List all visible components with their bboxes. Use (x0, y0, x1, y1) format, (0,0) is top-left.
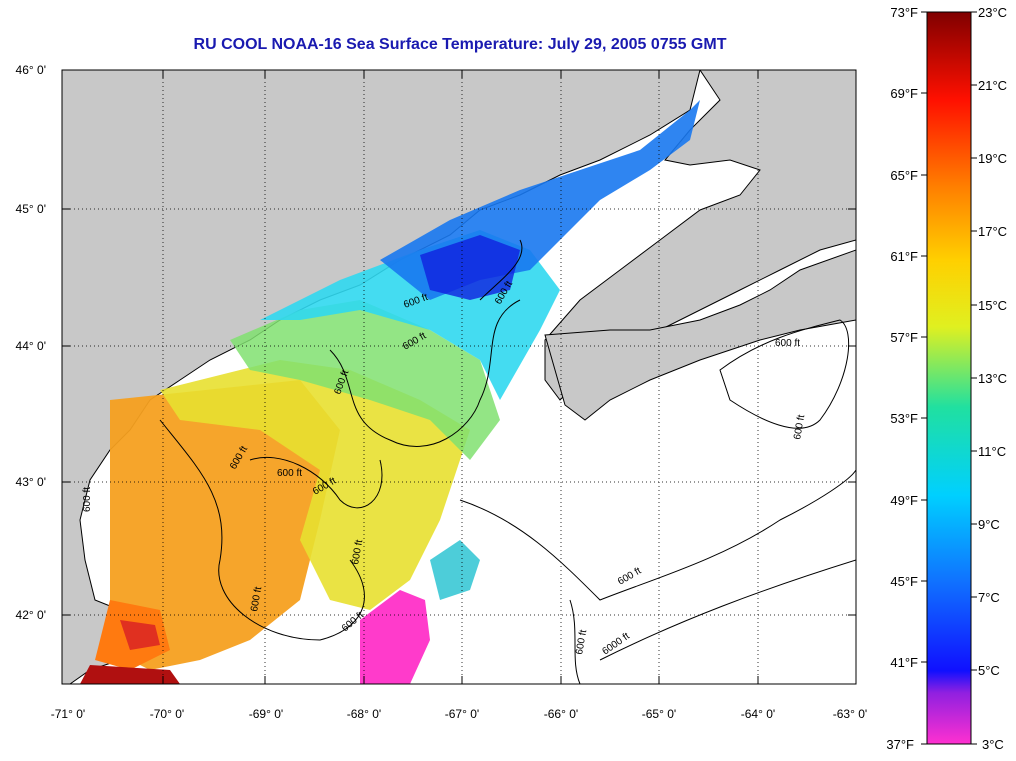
land-maritimes (544, 70, 856, 401)
contour-label: 600 ft (775, 338, 800, 349)
colorbar-c-labels: 23°C 21°C 19°C 17°C 15°C 13°C 11°C 9°C 7… (978, 5, 1007, 752)
sst-deep-blue-region (420, 235, 520, 300)
colorbar-c-label: 19°C (978, 151, 1007, 166)
lon-label: -67° 0' (445, 707, 479, 721)
colorbar (926, 11, 972, 745)
colorbar-f-label: 73°F (890, 5, 918, 20)
colorbar-f-label: 57°F (890, 330, 918, 345)
lat-label: 45° 0' (16, 202, 46, 216)
colorbar-c-label: 21°C (978, 78, 1007, 93)
sst-red-cape (120, 620, 160, 650)
colorbar-c-label: 13°C (978, 371, 1007, 386)
colorbar-c-label: 3°C (982, 737, 1004, 752)
colorbar-f-labels: 73°F 69°F 65°F 61°F 57°F 53°F 49°F 45°F … (886, 5, 918, 752)
sst-dark-red-south (80, 665, 180, 684)
depth-contours (159, 239, 856, 684)
colorbar-c-label: 15°C (978, 298, 1007, 313)
sst-warm-region (110, 380, 340, 670)
lat-label: 43° 0' (16, 475, 46, 489)
lat-label: 42° 0' (16, 608, 46, 622)
lon-label: -63° 0' (833, 707, 867, 721)
colorbar-f-label: 65°F (890, 168, 918, 183)
colorbar-c-label: 7°C (978, 590, 1000, 605)
frame-ticks (62, 69, 856, 684)
lon-label: -64° 0' (741, 707, 775, 721)
contour-label: 600 ft (277, 468, 302, 479)
colorbar-f-label: 61°F (890, 249, 918, 264)
colorbar-f-label: 53°F (890, 411, 918, 426)
map-title: RU COOL NOAA-16 Sea Surface Temperature:… (193, 36, 727, 53)
sst-green-region (230, 300, 500, 460)
colorbar-f-label: 49°F (890, 493, 918, 508)
lon-label: -66° 0' (544, 707, 578, 721)
lat-label: 46° 0' (16, 63, 46, 77)
colorbar-f-label: 37°F (886, 737, 914, 752)
sst-cyan-patches (430, 540, 480, 600)
lon-label: -68° 0' (347, 707, 381, 721)
sst-magenta-shelf (360, 590, 430, 684)
colorbar-ticks (921, 11, 977, 745)
contour-label: 600 ft (82, 487, 93, 512)
land-nova-scotia-tip (544, 249, 856, 421)
contour-label: 600 ft (792, 414, 807, 441)
colorbar-f-label: 41°F (890, 655, 918, 670)
colorbar-c-label: 11°C (978, 444, 1006, 459)
contour-label: 600 ft (574, 629, 589, 656)
graticule (62, 70, 856, 684)
longitude-labels: -71° 0' -70° 0' -69° 0' -68° 0' -67° 0' … (51, 707, 867, 721)
colorbar-f-label: 69°F (890, 86, 918, 101)
contour-label: 600 ft (350, 539, 365, 566)
colorbar-c-label: 9°C (978, 517, 1000, 532)
lat-label: 44° 0' (16, 339, 46, 353)
lon-label: -65° 0' (642, 707, 676, 721)
lon-label: -69° 0' (249, 707, 283, 721)
colorbar-c-label: 23°C (978, 5, 1007, 20)
latitude-labels: 46° 0' 45° 0' 44° 0' 43° 0' 42° 0' (16, 63, 46, 622)
lon-label: -71° 0' (51, 707, 85, 721)
map-area (62, 70, 856, 684)
colorbar-f-label: 45°F (890, 574, 918, 589)
colorbar-c-label: 5°C (978, 663, 1000, 678)
map-frame (61, 69, 857, 685)
sst-yellow-region (160, 360, 470, 610)
colorbar-c-label: 17°C (978, 224, 1007, 239)
lon-label: -70° 0' (150, 707, 184, 721)
contour-label: 600 ft (249, 586, 264, 613)
